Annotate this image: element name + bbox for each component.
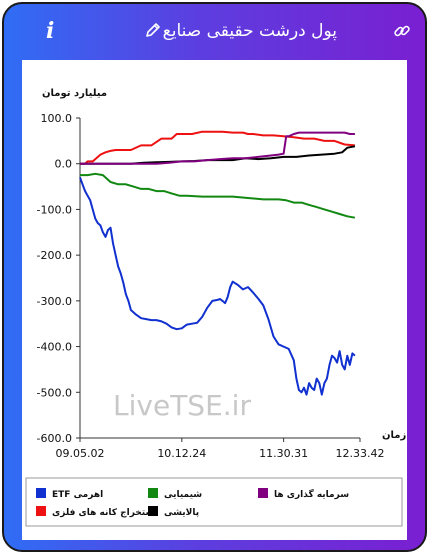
x-tick-label: 11.30.31	[259, 447, 308, 460]
legend-box	[25, 477, 403, 527]
y-tick-label: 100.0	[41, 112, 73, 125]
legend-swatch	[148, 488, 158, 498]
series-line	[79, 177, 356, 396]
legend-label: پالایشی	[164, 508, 199, 518]
y-tick-label: -200.0	[37, 249, 72, 262]
series-lines	[79, 130, 356, 396]
x-tick-label: 10.12.24	[157, 447, 206, 460]
x-tick-label: 12.33.42	[336, 447, 385, 460]
legend-swatch	[258, 488, 268, 498]
y-tick-label: -400.0	[37, 341, 72, 354]
series-line	[80, 145, 356, 165]
chart-panel: 100.0 0.0 -100.0 -200.0 -300.0 -400.0 -500.0 -6…	[22, 60, 407, 540]
x-tick-label: 09.05.02	[56, 447, 105, 460]
page-title: پول درشت حقیقی صنایع	[162, 21, 337, 41]
legend-label: سرمایه گذاری ها	[274, 488, 349, 500]
y-axis: 100.0 0.0 -100.0 -200.0 -300.0 -400.0 -500.0 -6…	[37, 112, 81, 445]
x-axis-label: زمان	[382, 430, 406, 441]
y-tick-label: -100.0	[37, 203, 72, 216]
series-line	[80, 172, 356, 219]
y-tick-label: -600.0	[37, 432, 72, 445]
x-axis: 09.05.02 10.12.24 11.30.31 12.33.42	[56, 437, 385, 460]
legend-swatch	[36, 506, 46, 516]
legend-label: ETF اهرمی	[52, 490, 103, 500]
legend-label: شیمیایی	[164, 490, 202, 500]
legend-swatch	[36, 488, 46, 498]
y-tick-label: -500.0	[37, 386, 72, 399]
info-icon[interactable]: i	[46, 18, 55, 44]
pencil-icon[interactable]	[145, 22, 161, 42]
y-tick-label: -300.0	[37, 295, 72, 308]
watermark: LiveTSE.ir	[113, 389, 251, 422]
app-frame: i پول درشت حقیقی صنایع 100.0 0.0 -100.0 -20…	[2, 2, 427, 552]
y-axis-label: میلیارد تومان	[42, 88, 107, 99]
chart: 100.0 0.0 -100.0 -200.0 -300.0 -400.0 -500.0 -6…	[25, 88, 406, 527]
legend-swatch	[148, 506, 158, 516]
legend-label: استخراج کانه های فلزی	[52, 508, 157, 518]
legend: ETF اهرمی شیمیایی سرمایه گذاری ها استخراج ک…	[25, 477, 403, 527]
pencil-glyph	[146, 23, 160, 37]
link-glyph	[394, 25, 410, 37]
series-line	[80, 131, 355, 165]
header: i پول درشت حقیقی صنایع	[4, 4, 429, 60]
series-line	[80, 130, 355, 165]
link-icon[interactable]	[393, 22, 411, 44]
y-tick-label: 0.0	[55, 158, 73, 171]
